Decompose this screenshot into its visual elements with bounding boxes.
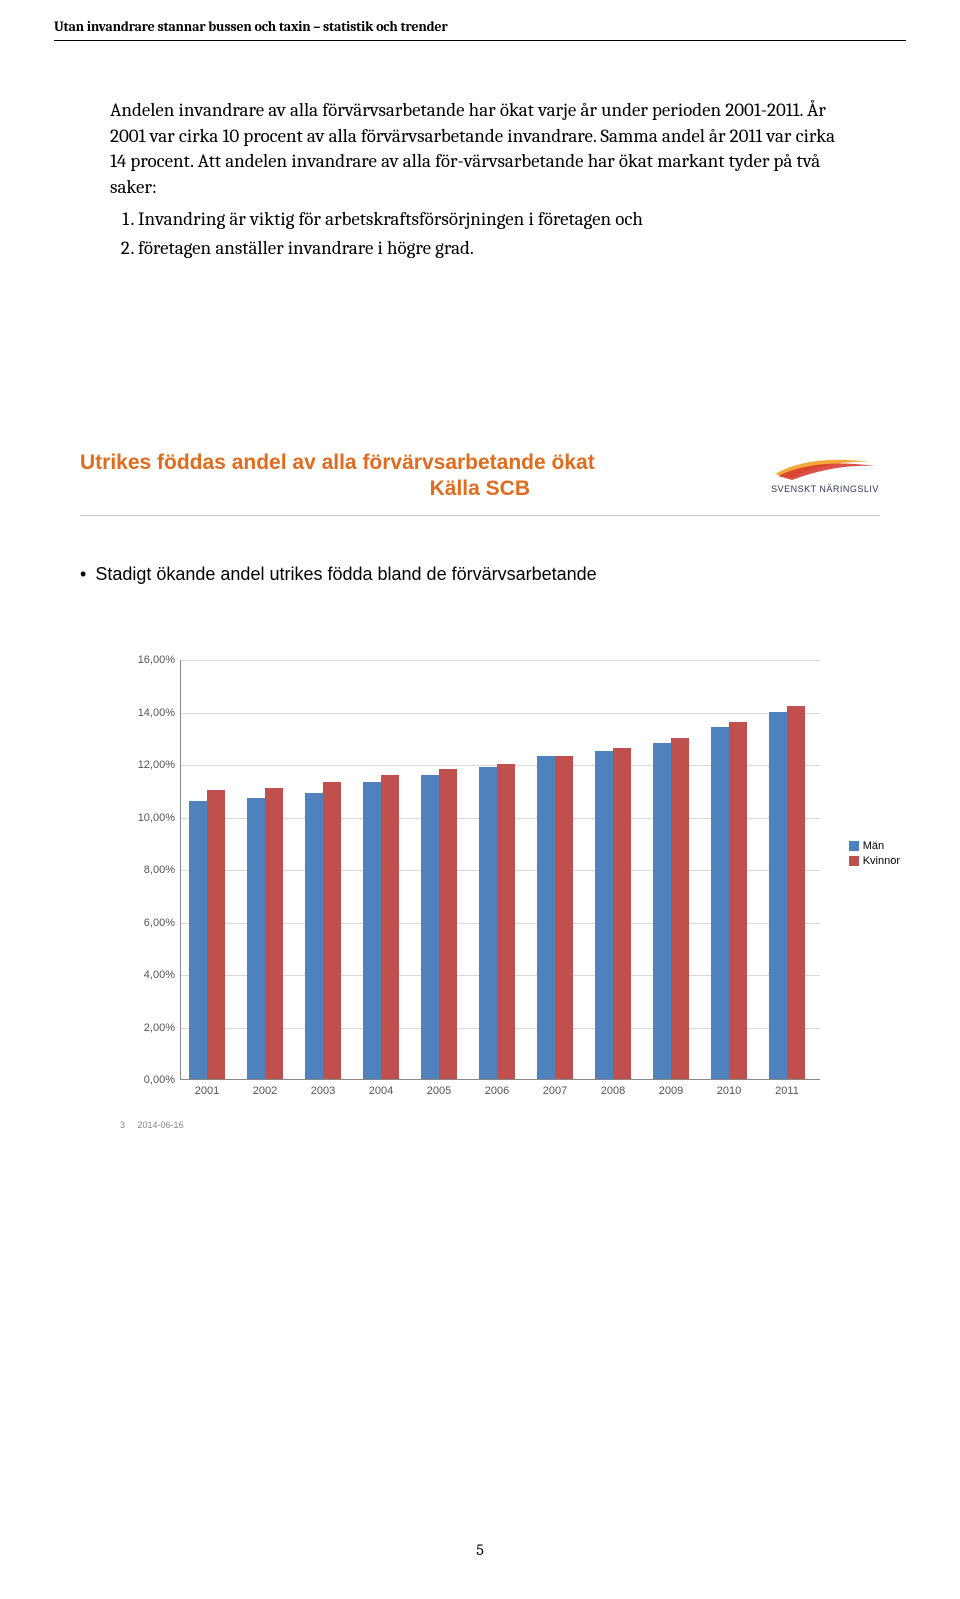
chart-x-label: 2001 [195,1085,219,1097]
slide-footnote: 3 2014-06-16 [120,1120,184,1130]
footnote-date: 2014-06-16 [138,1120,184,1130]
chart-bar [247,798,265,1079]
chart-container: 0,00% 2,00% 4,00% 6,00% 8,00% 10,00% 12,00% 14,… [120,650,900,1150]
body-list-item: Invandring är viktig för arbetskraftsför… [138,207,850,233]
chart-y-label: 8,00% [144,864,175,876]
legend-swatch-icon [849,841,859,851]
legend-swatch-icon [849,856,859,866]
footnote-number: 3 [120,1120,125,1130]
chart-bar [189,801,207,1079]
chart-bar [363,782,381,1079]
swoosh-icon [770,450,880,482]
header-rule [54,40,906,41]
chart-bar [207,790,225,1079]
slide-title-line1: Utrikes föddas andel av alla förvärvsarb… [80,451,595,474]
chart-y-label: 4,00% [144,969,175,981]
chart-bar [595,751,613,1079]
slide-title-line2: Källa SCB [80,476,530,502]
chart-y-label: 2,00% [144,1022,175,1034]
slide-bullet-text: Stadigt ökande andel utrikes födda bland… [80,564,880,585]
page-number: 5 [0,1541,960,1559]
chart-x-label: 2005 [427,1085,451,1097]
body-list: Invandring är viktig för arbetskraftsför… [110,207,850,262]
chart-x-label: 2007 [543,1085,567,1097]
chart-legend: Män Kvinnor [849,840,900,870]
chart-bar [787,706,805,1079]
slide-rule [80,515,880,516]
chart-bar [613,748,631,1079]
chart-bar [381,775,399,1080]
chart-bar [729,722,747,1079]
chart-y-label: 12,00% [138,759,175,771]
chart-x-label: 2009 [659,1085,683,1097]
chart-bar [323,782,341,1079]
chart-bar [265,788,283,1079]
chart-bar [421,775,439,1080]
chart-bar [497,764,515,1079]
body-paragraph: Andelen invandrare av alla förvärvsarbet… [110,98,850,201]
chart-x-label: 2003 [311,1085,335,1097]
chart-y-label: 14,00% [138,707,175,719]
legend-item: Män [849,840,900,852]
chart-bar [305,793,323,1079]
chart-y-label: 0,00% [144,1074,175,1086]
slide-title: Utrikes föddas andel av alla förvärvsarb… [80,450,880,503]
chart-y-label: 16,00% [138,654,175,666]
body-list-item: företagen anställer invandrare i högre g… [138,236,850,262]
chart-bar [537,756,555,1079]
chart-y-label: 10,00% [138,812,175,824]
chart-bar [769,712,787,1080]
chart-bar [555,756,573,1079]
chart-gridline [181,713,820,714]
chart-bar [671,738,689,1079]
chart-x-label: 2006 [485,1085,509,1097]
chart-gridline [181,660,820,661]
chart-y-label: 6,00% [144,917,175,929]
chart-bar [653,743,671,1079]
logo-block: SVENSKT NÄRINGSLIV [770,450,880,494]
chart-x-label: 2011 [775,1085,799,1097]
legend-item: Kvinnor [849,855,900,867]
slide-block: Utrikes föddas andel av alla förvärvsarb… [80,450,880,585]
chart-x-label: 2004 [369,1085,393,1097]
chart-bar [711,727,729,1079]
chart-x-label: 2008 [601,1085,625,1097]
legend-label: Kvinnor [863,855,900,867]
chart-x-label: 2002 [253,1085,277,1097]
legend-label: Män [863,840,884,852]
chart-x-label: 2010 [717,1085,741,1097]
chart-bar [439,769,457,1079]
chart-plot-area: 0,00%2,00%4,00%6,00%8,00%10,00%12,00%14,… [180,660,820,1080]
page-header: Utan invandrare stannar bussen och taxin… [54,18,448,35]
logo-text: SVENSKT NÄRINGSLIV [770,484,880,494]
chart-bar [479,767,497,1079]
body-text-block: Andelen invandrare av alla förvärvsarbet… [110,98,850,266]
